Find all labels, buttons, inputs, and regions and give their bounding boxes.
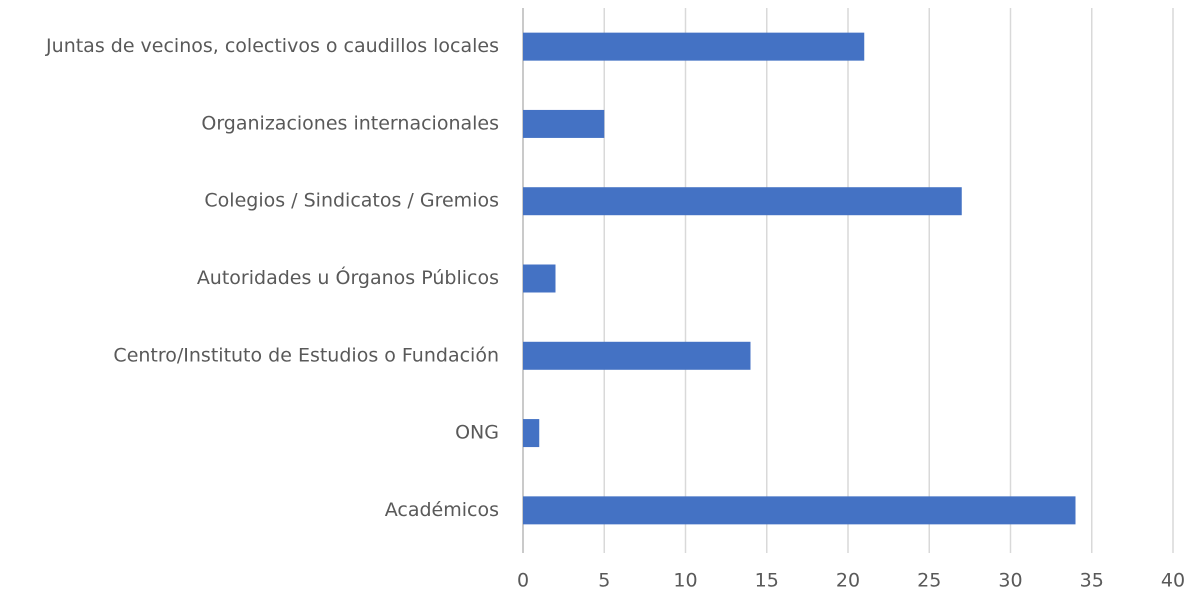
x-tick-label: 10 (673, 570, 697, 592)
y-tick-label: Juntas de vecinos, colectivos o caudillo… (45, 35, 499, 57)
x-tick-label: 25 (917, 570, 941, 592)
x-tick-label: 20 (836, 570, 860, 592)
bar (523, 109, 605, 138)
y-tick-label: Colegios / Sindicatos / Gremios (204, 190, 499, 212)
y-tick-label: Centro/Instituto de Estudios o Fundación (113, 344, 499, 366)
bar (523, 32, 865, 61)
y-tick-label: Organizaciones internacionales (201, 112, 499, 134)
x-tick-label: 30 (998, 570, 1022, 592)
y-tick-label: ONG (455, 422, 499, 444)
bar (523, 496, 1076, 525)
y-tick-label: Autoridades u Órganos Públicos (197, 265, 499, 289)
bar (523, 264, 556, 293)
x-tick-label: 40 (1161, 570, 1185, 592)
bar (523, 187, 962, 216)
x-tick-label: 0 (517, 570, 529, 592)
x-tick-label: 5 (598, 570, 610, 592)
y-tick-label: Académicos (385, 499, 499, 521)
bar (523, 419, 540, 448)
x-tick-label: 15 (755, 570, 779, 592)
x-tick-label: 35 (1080, 570, 1104, 592)
bar (523, 341, 751, 370)
